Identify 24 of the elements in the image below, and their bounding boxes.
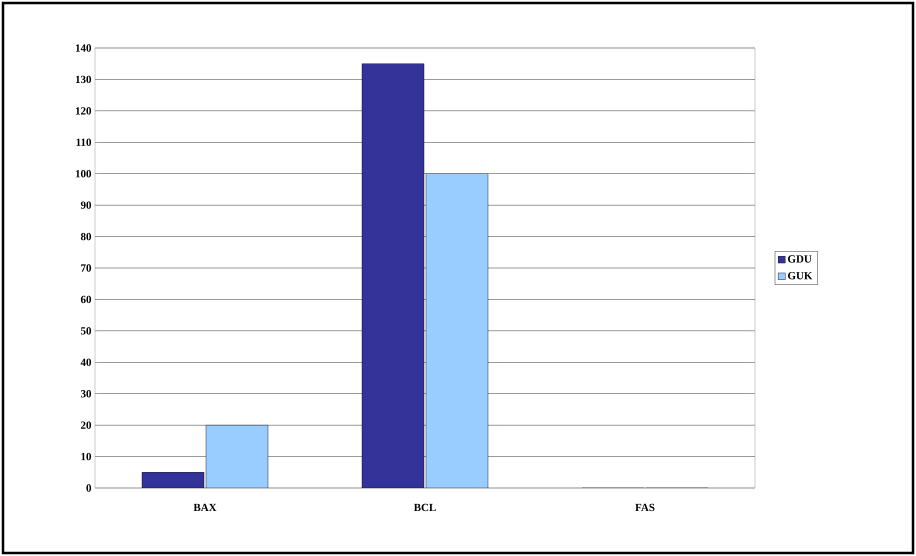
y-tick-label: 100 xyxy=(76,170,92,178)
y-tick-label: 50 xyxy=(80,327,92,335)
y-tick-label: 120 xyxy=(76,107,92,115)
bar xyxy=(426,174,488,488)
y-tick-label: 40 xyxy=(80,358,92,366)
y-tick-label: 130 xyxy=(76,76,92,84)
y-tick-label: 140 xyxy=(76,44,92,52)
bar xyxy=(142,472,204,488)
y-tick-label: 60 xyxy=(80,296,92,304)
bar xyxy=(362,64,424,488)
legend-label: GDU xyxy=(788,255,812,263)
x-tick-label: BCL xyxy=(414,504,436,512)
y-tick-label: 70 xyxy=(81,264,92,272)
y-tick-label: 0 xyxy=(86,484,92,492)
y-tick-label: 30 xyxy=(80,390,92,398)
bar xyxy=(206,424,268,488)
x-tick-label: BAX xyxy=(194,504,216,512)
x-tick-label: FAS xyxy=(635,504,654,512)
legend-label: GUK xyxy=(788,272,812,280)
y-tick-label: 110 xyxy=(76,138,92,146)
y-tick-label: 90 xyxy=(80,201,92,209)
y-tick-label: 10 xyxy=(81,452,92,460)
y-tick-label: 80 xyxy=(80,232,92,240)
y-tick-label: 20 xyxy=(80,421,92,429)
